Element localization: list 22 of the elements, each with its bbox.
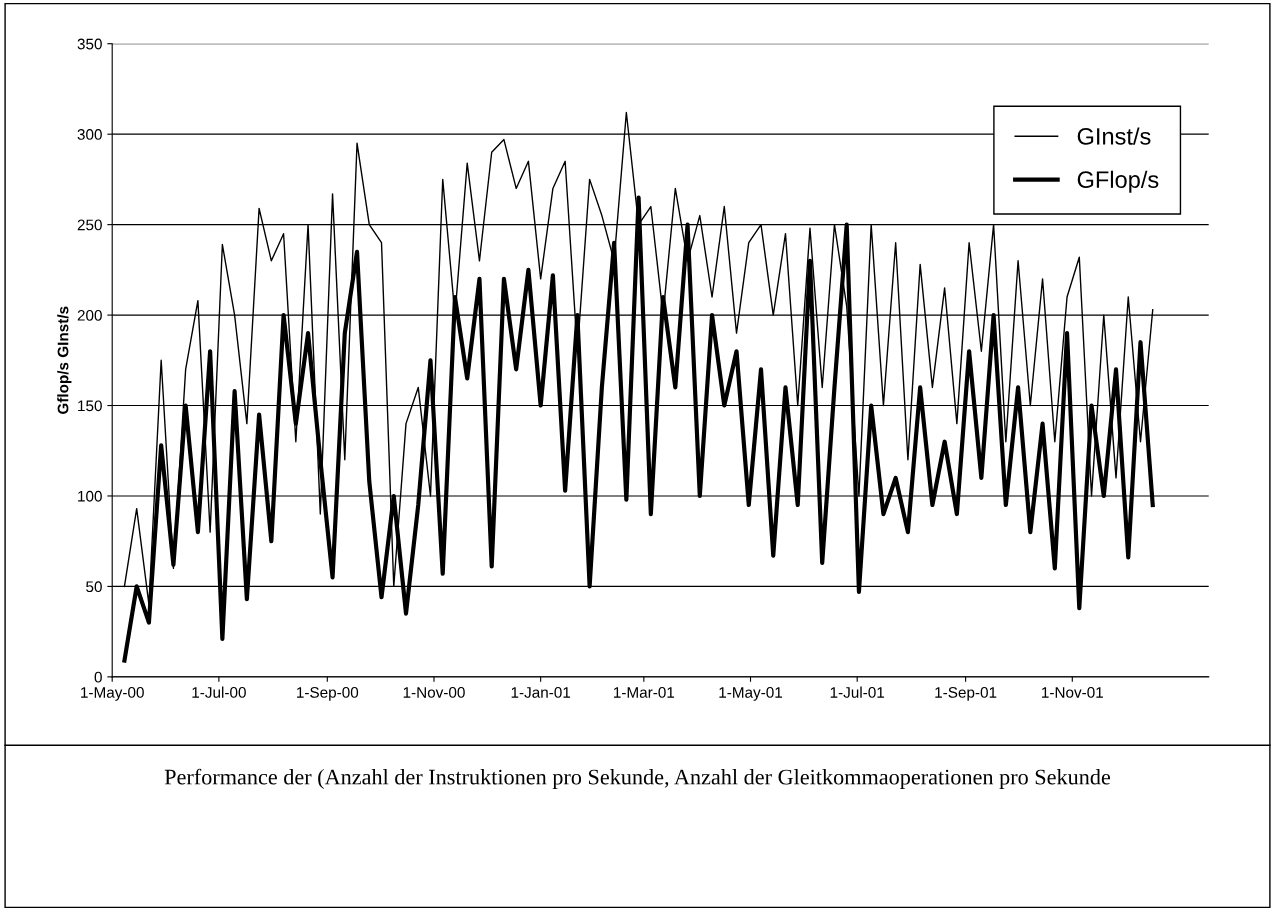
y-tick-label: 200	[77, 309, 102, 321]
x-tick-label: 1-Jul-00	[192, 686, 246, 698]
x-tick-label: 1-Sep-01	[935, 687, 997, 701]
y-tick-label: 50	[86, 581, 102, 593]
y-tick-label: 100	[78, 490, 102, 502]
text: Performance der (Anzahl der Instruktionen pro Sekunde, Anzahl der Gleitkommaoperationen pro Sekunde	[164, 768, 1111, 790]
y-tick-label: 350	[77, 38, 102, 50]
legend-label: GFlop/s	[1077, 170, 1159, 193]
x-tick-label: 1-May-00	[81, 687, 144, 701]
y-axis-title: Gflop/s GInst/s	[57, 306, 72, 414]
x-tick-label: 1-Sep-00	[297, 687, 359, 701]
y-tick-label: 0	[94, 671, 102, 683]
legend-label: GInst/s	[1077, 127, 1151, 145]
y-tick-label: 300	[77, 129, 102, 140]
x-tick-label: 1-May-01	[719, 687, 783, 701]
x-tick-label: 1-Nov-01	[1042, 687, 1103, 698]
x-tick-label: 1-Mar-01	[614, 687, 675, 698]
y-tick-label: 150	[78, 400, 102, 412]
x-tick-label: 1-Nov-00	[403, 687, 465, 698]
y-tick-label: 250	[77, 219, 102, 231]
x-tick-label: 1-Jul-01	[830, 686, 885, 698]
x-tick-label: 1-Jan-01	[511, 687, 571, 698]
